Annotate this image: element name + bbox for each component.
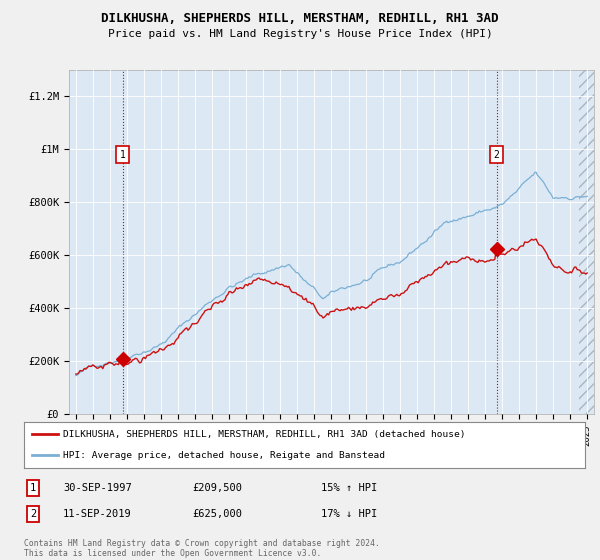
Text: 11-SEP-2019: 11-SEP-2019 xyxy=(63,509,132,519)
Text: DILKHUSHA, SHEPHERDS HILL, MERSTHAM, REDHILL, RH1 3AD: DILKHUSHA, SHEPHERDS HILL, MERSTHAM, RED… xyxy=(101,12,499,25)
Text: 17% ↓ HPI: 17% ↓ HPI xyxy=(321,509,377,519)
Text: Contains HM Land Registry data © Crown copyright and database right 2024.
This d: Contains HM Land Registry data © Crown c… xyxy=(24,539,380,558)
Text: £209,500: £209,500 xyxy=(192,483,242,493)
Text: 1: 1 xyxy=(30,483,36,493)
Text: 2: 2 xyxy=(30,509,36,519)
Text: 1: 1 xyxy=(120,150,125,160)
Text: HPI: Average price, detached house, Reigate and Banstead: HPI: Average price, detached house, Reig… xyxy=(63,451,385,460)
Text: 30-SEP-1997: 30-SEP-1997 xyxy=(63,483,132,493)
Text: 15% ↑ HPI: 15% ↑ HPI xyxy=(321,483,377,493)
Text: £625,000: £625,000 xyxy=(192,509,242,519)
Text: 2: 2 xyxy=(494,150,500,160)
Text: DILKHUSHA, SHEPHERDS HILL, MERSTHAM, REDHILL, RH1 3AD (detached house): DILKHUSHA, SHEPHERDS HILL, MERSTHAM, RED… xyxy=(63,430,466,438)
Text: Price paid vs. HM Land Registry's House Price Index (HPI): Price paid vs. HM Land Registry's House … xyxy=(107,29,493,39)
